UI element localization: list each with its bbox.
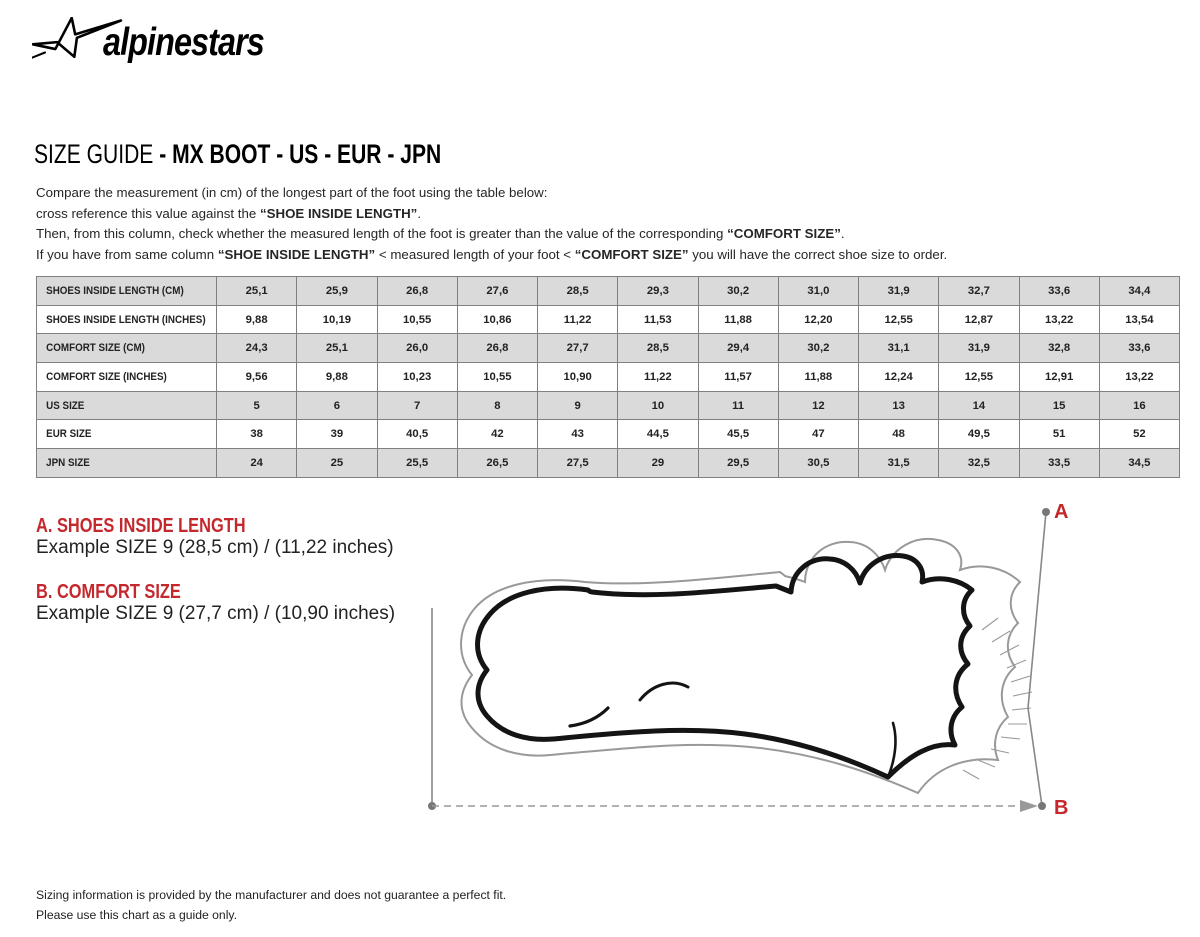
svg-text:B: B xyxy=(1054,797,1068,819)
svg-text:A: A xyxy=(1054,501,1068,523)
